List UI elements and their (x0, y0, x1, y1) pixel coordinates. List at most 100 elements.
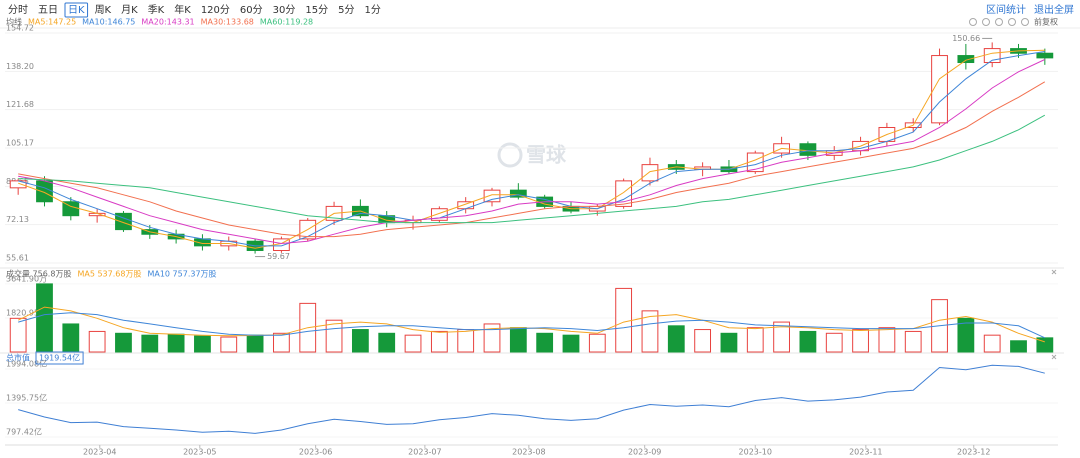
candle-body (36, 180, 53, 203)
x-tick-label: 2023-04 (83, 448, 116, 457)
volume-bar (141, 334, 159, 353)
volume-bar (62, 323, 80, 353)
volume-bar (9, 317, 27, 353)
volume-bar (983, 334, 1001, 353)
period-tab[interactable]: 120分 (201, 4, 230, 16)
toolbar-action[interactable]: 区间统计 (986, 3, 1026, 16)
adjust-label[interactable]: 前复权 (1034, 17, 1058, 27)
volume-bar (1010, 340, 1027, 353)
x-tick-label: 2023-10 (739, 448, 772, 457)
y-tick-label: 3641.90万 (6, 274, 47, 283)
candle-body (641, 164, 659, 182)
candle-body (509, 189, 527, 198)
volume-bar (220, 336, 238, 353)
volume-bar (536, 332, 554, 353)
x-tick-label: 2023-06 (299, 448, 332, 457)
indicator-label: 均线 (6, 17, 22, 27)
x-tick-label: 2023-08 (512, 448, 545, 457)
y-tick-label: 121.68 (6, 100, 34, 109)
period-tab[interactable]: 5分 (338, 4, 354, 16)
y-tick-label: 154.72 (6, 24, 34, 33)
ma-line (18, 312, 1046, 339)
candle-body (115, 212, 132, 231)
x-tick-label: 2023-05 (183, 448, 216, 457)
ma-line (18, 114, 1046, 224)
volume-bar (746, 327, 764, 353)
watermark-logo (497, 142, 523, 168)
period-tab[interactable]: 季K (148, 4, 165, 16)
legend-entry: 总市值 (6, 353, 30, 363)
period-tab[interactable]: 60分 (240, 4, 263, 16)
period-tab[interactable]: 年K (174, 3, 191, 16)
volume-bar (88, 330, 106, 353)
legend-value-box (35, 351, 84, 365)
ma-line (18, 81, 1046, 238)
y-tick-label: 55.61 (6, 254, 29, 263)
period-tab[interactable]: 1分 (364, 4, 380, 16)
period-tab[interactable]: 周K (95, 4, 112, 16)
y-tick-label: 1994.08亿 (6, 359, 47, 369)
volume-bar (378, 332, 396, 353)
y-tick-label: 105.17 (6, 138, 34, 147)
volume-bar (115, 332, 132, 353)
volume-bar (1036, 337, 1054, 353)
volume-bar (694, 329, 712, 353)
zoom-icons[interactable] (969, 18, 1029, 26)
candle-body (1036, 52, 1054, 59)
period-tab[interactable]: 日K (68, 5, 85, 16)
period-tab[interactable]: 分时 (8, 4, 28, 16)
close-icons[interactable] (1051, 269, 1057, 360)
volume-bar (36, 283, 53, 353)
y-tick-label: 797.42亿 (6, 426, 42, 436)
candle-body (457, 201, 475, 210)
volume-bar (404, 334, 422, 353)
legend-entry: MA10:146.75 (82, 18, 135, 27)
legend-entry: MA30:133.68 (201, 18, 254, 27)
x-tick-label: 2023-07 (408, 448, 441, 457)
low-label: 59.67 (267, 252, 290, 261)
volume-bar (799, 330, 817, 353)
y-tick-label: 138.20 (6, 62, 34, 71)
volume-bar (273, 332, 290, 353)
volume-bar (194, 335, 211, 353)
y-tick-label: 1395.75亿 (6, 393, 47, 403)
volume-bar (483, 323, 501, 353)
volume-bar (615, 287, 633, 353)
volume-bar (588, 333, 606, 353)
volume-bar (852, 329, 869, 353)
volume-bar (773, 321, 790, 353)
period-tab[interactable]: 五日 (38, 5, 58, 16)
candle-body (483, 189, 501, 203)
volume-bar (904, 330, 922, 353)
period-tab[interactable]: 月K (121, 4, 138, 16)
legend-entry: MA5:147.25 (28, 18, 76, 27)
y-tick-label: 72.13 (6, 215, 29, 224)
legend-value: 1919.54亿 (39, 353, 80, 363)
volume-bar (246, 334, 264, 353)
volume-bar (720, 332, 738, 353)
candle-body (430, 208, 448, 221)
ma-line (18, 51, 1045, 247)
legend-entry: MA10 757.37万股 (147, 270, 216, 279)
toolbar-action[interactable]: 退出全屏 (1034, 3, 1074, 16)
high-label: 150.66 (952, 34, 980, 43)
x-tick-label: 2023-11 (849, 448, 882, 457)
candle-body (615, 180, 633, 207)
volume-bar (457, 329, 475, 353)
x-tick-label: 2023-12 (957, 448, 990, 457)
period-tab[interactable]: 15分 (305, 4, 328, 16)
ma-line (18, 59, 1046, 245)
ma-line (18, 49, 1045, 249)
volume-bar (351, 329, 369, 353)
legend-entry: 成交量 756.8万股 (6, 269, 71, 279)
legend-entry: MA5 537.68万股 (77, 270, 141, 279)
volume-bar (562, 334, 580, 353)
volume-bar (641, 310, 659, 353)
period-tab[interactable]: 30分 (273, 4, 296, 16)
candle-body (9, 180, 27, 189)
x-tick-label: 2023-09 (628, 448, 661, 457)
volume-bar (825, 332, 843, 353)
volume-bar (430, 330, 448, 353)
volume-bar (167, 333, 185, 353)
